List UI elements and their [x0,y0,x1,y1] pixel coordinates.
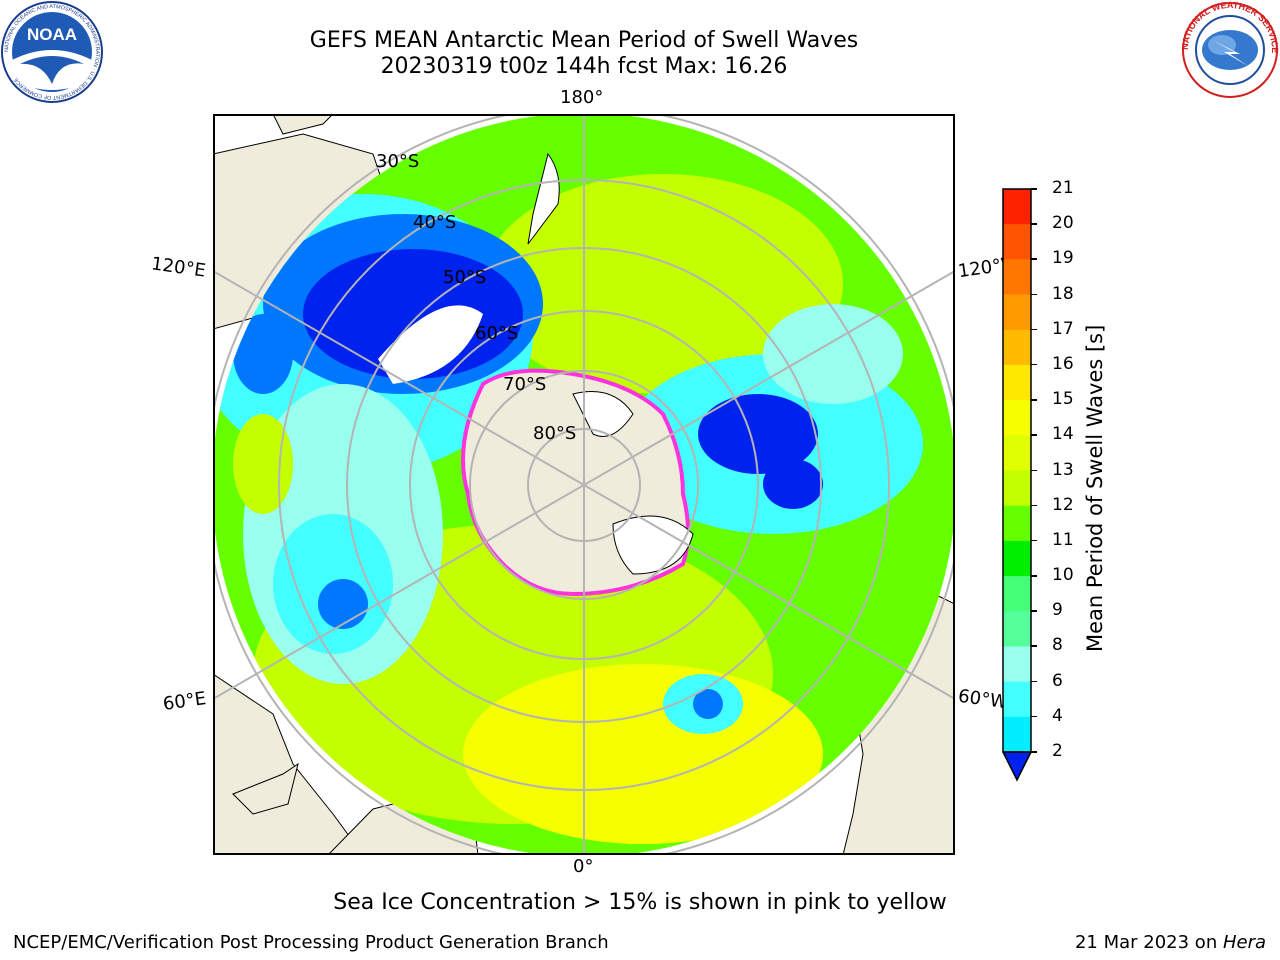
lat-label-50S: 50°S [443,267,487,288]
colorbar-label: Mean Period of Swell Waves [s] [1083,324,1107,652]
colorbar-tick-label: 14 [1052,424,1074,445]
colorbar-extend [1001,751,1033,782]
lon-label-120E: 120°E [149,253,207,282]
map-frame [213,114,955,855]
colorbar-tick-label: 6 [1052,670,1063,691]
colorbar-tick-label: 19 [1052,248,1074,269]
lat-label-70S: 70°S [503,374,547,395]
colorbar-segment [1003,364,1031,401]
colorbar-segment [1003,611,1031,648]
colorbar-segment [1003,576,1031,612]
colorbar-segment [1003,505,1031,542]
colorbar-segment [1003,224,1031,260]
polar-map-svg [205,106,963,864]
colorbar-tick-label: 4 [1052,705,1063,726]
chart-subtitle: 20230319 t00z 144h fcst Max: 16.26 [380,54,788,79]
colorbar-tick-mark [1031,328,1037,331]
colorbar-tick-label: 12 [1052,494,1074,515]
colorbar-tick-label: 10 [1052,565,1074,586]
colorbar-tick-mark [1031,434,1037,436]
colorbar-tick-mark [1031,399,1037,401]
colorbar-segment [1003,470,1031,507]
lon-label-0: 0° [573,856,594,877]
colorbar-tick-label: 9 [1052,600,1063,621]
lon-label-60E: 60°E [161,688,208,715]
polar-map [205,106,963,864]
chart-title: GEFS MEAN Antarctic Mean Period of Swell… [309,28,859,53]
colorbar-tick-mark [1031,188,1037,190]
colorbar-tick-mark [1031,610,1037,612]
colorbar-tick-label: 20 [1052,213,1074,234]
colorbar-segment [1003,259,1031,296]
lat-label-80S: 80°S [533,423,577,444]
colorbar-tick-label: 15 [1052,389,1074,410]
colorbar-tick-mark [1031,258,1037,260]
colorbar-tick-mark [1031,293,1037,296]
colorbar-segment [1003,540,1031,577]
colorbar-segment [1003,681,1031,718]
colorbar-tick-mark [1031,539,1037,542]
colorbar-tick-mark [1031,680,1037,683]
footer-date: 21 Mar 2023 on [1074,932,1223,953]
colorbar-tick-mark [1031,645,1037,647]
colorbar-svg [1001,188,1033,782]
colorbar-tick-label: 18 [1052,283,1074,304]
colorbar [1001,188,1037,788]
colorbar-tick-mark [1031,751,1037,753]
footer-left: NCEP/EMC/Verification Post Processing Pr… [13,932,609,953]
colorbar-segment [1003,716,1031,753]
nws-logo: NATIONAL WEATHER SERVICE [1178,0,1280,100]
colorbar-tick-mark [1031,715,1037,718]
noaa-logo: NOAA NATIONAL OCEANIC AND ATMOSPHERIC AD… [0,0,104,104]
colorbar-segment [1003,646,1031,683]
colorbar-segment [1003,294,1031,331]
footer-right: 21 Mar 2023 on Hera [1075,932,1266,953]
colorbar-tick-label: 13 [1052,459,1074,480]
colorbar-tick-label: 11 [1052,529,1074,550]
colorbar-tick-label: 21 [1052,178,1074,198]
colorbar-segment [1003,329,1031,366]
colorbar-segment [1003,400,1031,436]
colorbar-tick-label: 17 [1052,318,1074,339]
colorbar-tick-mark [1031,469,1037,471]
colorbar-tick-label: 8 [1052,635,1063,656]
colorbar-segment [1003,435,1031,472]
lat-label-30S: 30°S [376,151,420,172]
colorbar-tick-label: 2 [1052,741,1063,761]
lat-label-40S: 40°S [413,212,457,233]
sea-ice-note: Sea Ice Concentration > 15% is shown in … [333,890,947,915]
colorbar-tick-mark [1031,223,1037,225]
noaa-logo-text: NOAA [27,25,77,44]
colorbar-tick-label: 16 [1052,353,1074,374]
colorbar-tick-mark [1031,575,1037,577]
colorbar-tick-mark [1031,504,1037,507]
colorbar-tick-mark [1031,363,1037,366]
lat-label-60S: 60°S [475,323,519,344]
colorbar-segment [1003,189,1031,225]
lon-label-180: 180° [560,87,604,108]
footer-machine: Hera [1222,932,1266,953]
